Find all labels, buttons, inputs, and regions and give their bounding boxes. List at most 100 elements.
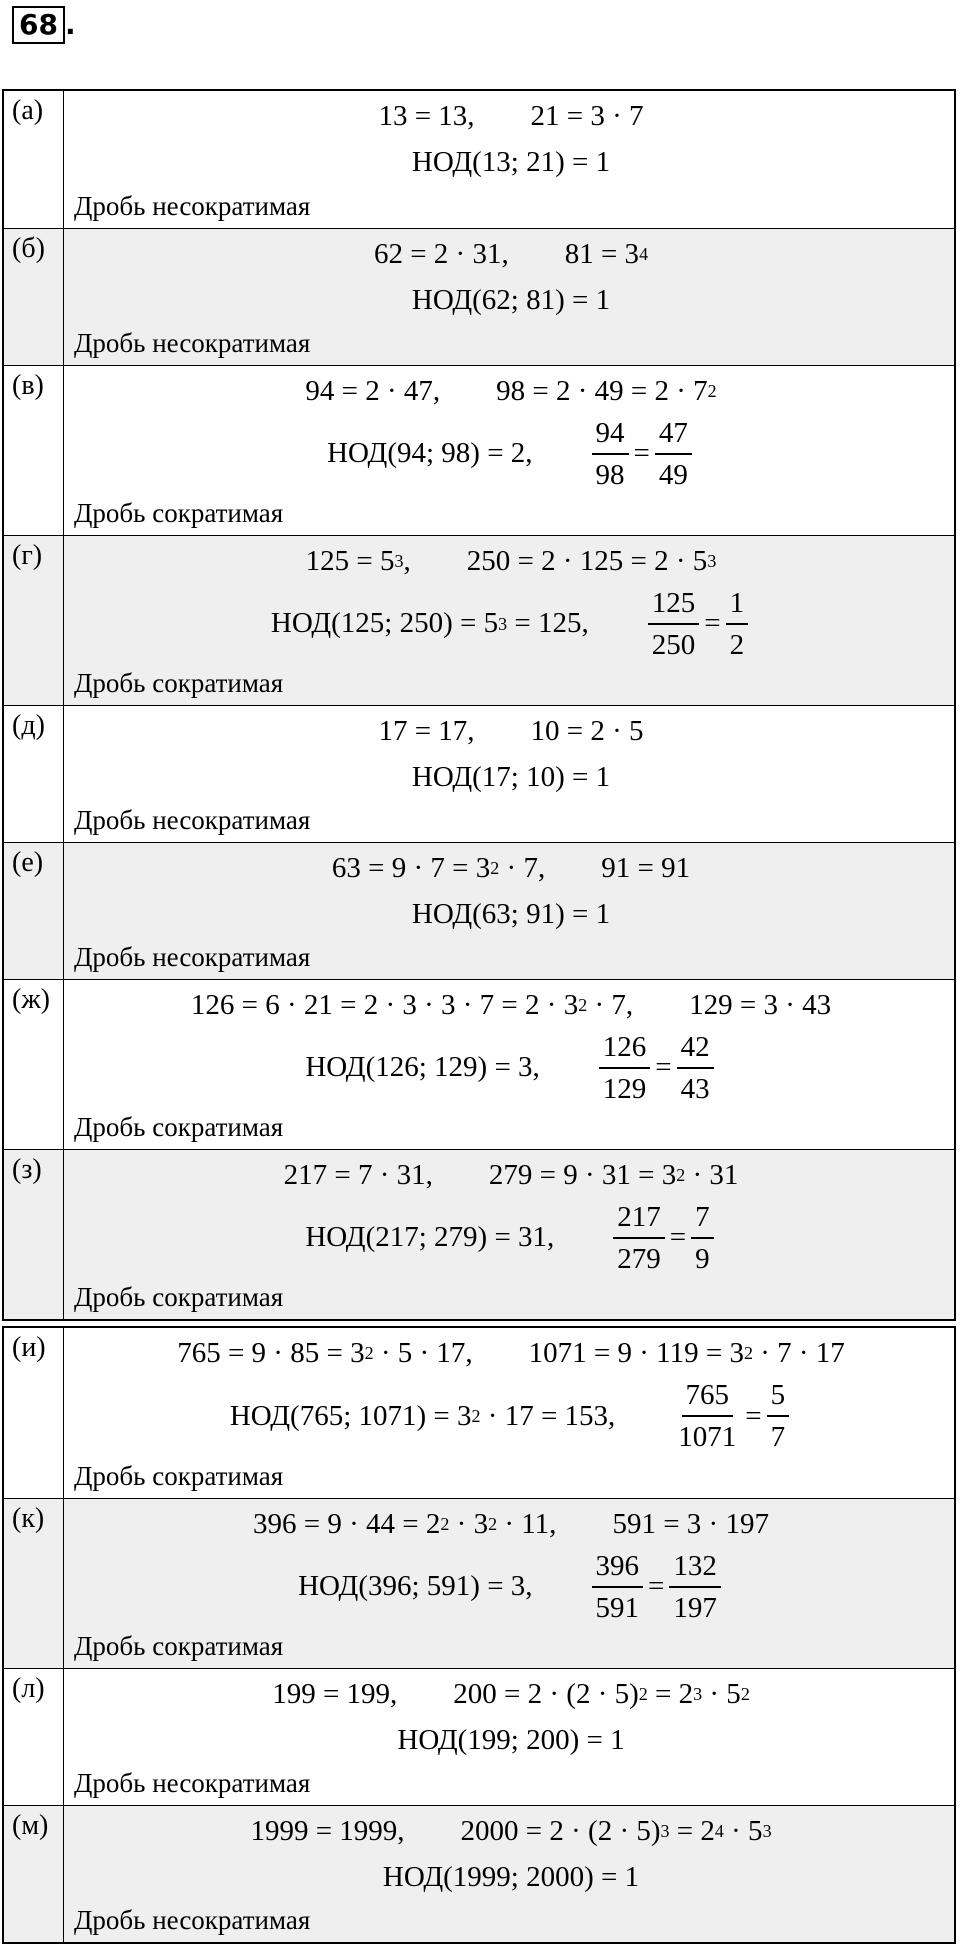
item-label: (ж) [4, 980, 64, 1149]
math-text: 2000 = 2 · (2 · 5) [460, 1814, 661, 1847]
conclusion: Дробь несократимая [74, 805, 311, 835]
math-text: · 7, [587, 988, 634, 1021]
row-content: 62 = 2 · 31, 81 = 3 4 НОД(62; 81) = 1 Дробь … [64, 229, 954, 365]
equals: = [648, 1570, 665, 1602]
math-text: · 17 = 153, [480, 1399, 616, 1432]
table-row: (б) 62 = 2 · 31, 81 = 3 4 НОД(62; 81) = 1 Дро… [4, 228, 954, 365]
math-text: · 5 [723, 1814, 763, 1847]
item-label: (в) [4, 366, 64, 535]
row-content: 17 = 17, 10 = 2 · 5 НОД(17; 10) = 1 Дробь н… [64, 706, 954, 842]
fraction: 765 1071 [674, 1375, 740, 1457]
math-line: 13 = 13, 21 = 3 · 7 [74, 95, 948, 137]
expression: НОД(13; 21) = 1 [412, 146, 610, 179]
math-text: НОД(765; 1071) = 3 [229, 1399, 472, 1432]
equals: = [745, 1399, 762, 1432]
math-text: НОД(13; 21) = 1 [411, 146, 611, 178]
math-text: 765 = 9 · 85 = 3 [177, 1336, 365, 1369]
conclusion: Дробь несократимая [74, 942, 311, 972]
math-line: 17 = 17, 10 = 2 · 5 [74, 710, 948, 752]
math-text: 279 = 9 · 31 = 3 [488, 1158, 677, 1191]
numerator: 42 [676, 1027, 714, 1069]
denominator: 129 [602, 1072, 647, 1105]
denominator: 9 [695, 1242, 710, 1275]
math-text: НОД(63; 91) = 1 [411, 897, 611, 930]
math-text: 199 = 199, [272, 1677, 398, 1710]
math-line: НОД(13; 21) = 1 [74, 137, 948, 188]
conclusion: Дробь сократимая [74, 1461, 284, 1491]
problem-dot: . [64, 8, 76, 41]
math-text: 250 = 2 · 125 = 2 · 5 [466, 544, 708, 577]
item-label: (и) [4, 1328, 64, 1498]
item-label: (е) [4, 843, 64, 979]
numerator: 125 [647, 583, 700, 625]
conclusion: Дробь несократимая [74, 191, 311, 221]
denominator: 591 [595, 1591, 640, 1624]
expression: 91 = 91 [601, 852, 690, 885]
fraction: 132 197 [669, 1546, 721, 1628]
math-text: 17 = 17, [378, 714, 475, 747]
math-line: НОД(17; 10) = 1 [74, 752, 948, 802]
math-text: = 125, [507, 607, 589, 639]
expression: 126 129 = 42 43 [596, 1027, 717, 1109]
denominator: 1071 [678, 1421, 737, 1453]
denominator: 49 [658, 458, 688, 491]
expression: 129 = 3 · 43 [689, 989, 831, 1022]
conclusion: Дробь сократимая [74, 668, 284, 698]
equals: = [633, 437, 650, 469]
denominator: 250 [651, 628, 696, 661]
problem-number: 68 [12, 6, 65, 44]
table-row: (д) 17 = 17, 10 = 2 · 5 НОД(17; 10) = 1 Дроб… [4, 705, 954, 842]
math-text: 217 = 7 · 31, [283, 1158, 433, 1191]
math-text: 396 = 9 · 44 = 2 [253, 1507, 441, 1540]
math-text: 98 = 2 · 49 = 2 · 7 [496, 374, 708, 407]
numerator: 5 [766, 1375, 790, 1417]
equals: = [669, 1221, 687, 1253]
expression: 10 = 2 · 5 [531, 715, 644, 748]
conclusion: Дробь сократимая [74, 1631, 284, 1661]
numerator: 94 [591, 413, 629, 455]
expression: НОД(63; 91) = 1 [412, 898, 610, 931]
item-label: (а) [4, 91, 64, 228]
denominator: 43 [680, 1072, 710, 1105]
equals: = [704, 607, 721, 639]
expression: 199 = 199, [272, 1678, 397, 1711]
expression: 591 = 3 · 197 [612, 1508, 769, 1541]
math-line: НОД(94; 98) = 2, 94 98 = 47 49 [74, 412, 948, 495]
math-text: 126 = 6 · 21 = 2 · 3 · 3 · 7 = 2 · 3 [190, 988, 579, 1021]
expression: 21 = 3 · 7 [531, 100, 644, 133]
expression: 125 250 = 1 2 [645, 583, 751, 665]
math-text: = 2 [647, 1677, 694, 1710]
fraction: 396 591 [591, 1546, 644, 1628]
math-text: 10 = 2 · 5 [530, 714, 644, 747]
math-text: 21 = 3 · 7 [530, 99, 644, 132]
math-text: 91 = 91 [601, 851, 691, 884]
numerator: 765 [681, 1375, 734, 1417]
numerator: 396 [591, 1546, 644, 1588]
math-line: НОД(1999; 2000) = 1 [74, 1852, 948, 1902]
